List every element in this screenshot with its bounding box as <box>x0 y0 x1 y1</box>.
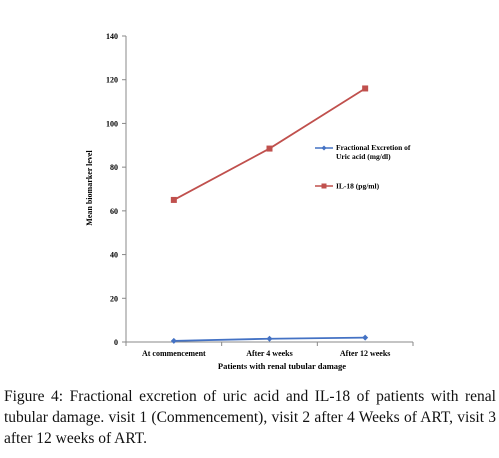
y-tick-label: 140 <box>106 32 118 41</box>
x-tick-label: At commencement <box>142 349 206 358</box>
legend-item-il18: IL-18 (pg/ml) <box>315 182 380 191</box>
series-layer <box>170 85 369 344</box>
x-axis-label: Patients with renal tubular damage <box>218 361 346 371</box>
x-tick-label: After 4 weeks <box>246 349 293 358</box>
y-tick-label: 80 <box>110 163 118 172</box>
x-tick-label: After 12 weeks <box>340 349 391 358</box>
y-tick-labels: 0 20 40 60 80 100 120 140 <box>106 32 126 347</box>
legend-label-fractional-excretion-line1: Fractional Excretion of <box>336 143 411 152</box>
figure-caption: Figure 4: Fractional excretion of uric a… <box>4 386 496 449</box>
y-tick-label: 0 <box>114 338 118 347</box>
data-point <box>362 334 369 341</box>
y-tick-label: 20 <box>110 294 118 303</box>
y-tick-label: 40 <box>110 251 118 260</box>
y-axis-label: Mean biomarker level <box>85 150 94 226</box>
data-point <box>170 337 177 344</box>
y-tick-label: 60 <box>110 207 118 216</box>
caption-text: Fractional excretion of uric acid and IL… <box>4 388 496 447</box>
data-point <box>362 85 369 92</box>
x-tick-labels: At commencement After 4 weeks After 12 wee… <box>125 342 414 358</box>
legend-label-fractional-excretion-line2: Uric acid (mg/dl) <box>336 152 391 161</box>
line-chart: 0 20 40 60 80 100 120 140 At commencement After … <box>85 32 414 371</box>
legend: Fractional Excretion of Uric acid (mg/dl… <box>315 143 411 191</box>
series-fractional-excretion <box>170 334 369 344</box>
legend-marker-fractional-excretion <box>321 145 327 151</box>
y-tick-label: 120 <box>106 76 118 85</box>
y-tick-label: 100 <box>106 119 118 128</box>
legend-item-fractional-excretion: Fractional Excretion of Uric acid (mg/dl… <box>315 143 411 161</box>
legend-label-il18: IL-18 (pg/ml) <box>336 182 380 191</box>
data-point <box>266 335 273 342</box>
caption-label: Figure 4: <box>4 388 64 405</box>
series-il18 <box>170 85 369 203</box>
data-point <box>266 145 273 152</box>
legend-marker-il18 <box>321 183 327 189</box>
data-point <box>170 196 177 203</box>
